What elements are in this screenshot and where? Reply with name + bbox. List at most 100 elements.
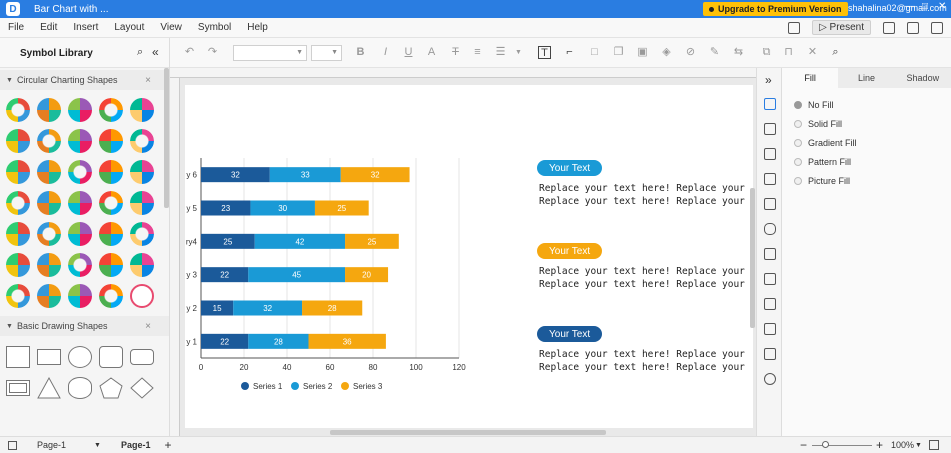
print-icon[interactable]: [907, 21, 919, 34]
menu-help[interactable]: Help: [247, 22, 268, 33]
circular-shape-thumbnail[interactable]: [6, 284, 30, 308]
text-heading-1[interactable]: Your Text: [537, 160, 603, 176]
fill-bucket-icon[interactable]: [764, 98, 776, 110]
circular-shape-thumbnail[interactable]: [37, 160, 61, 184]
circular-shape-thumbnail[interactable]: [68, 222, 92, 246]
shape-icon[interactable]: □: [591, 46, 598, 58]
circular-shape-thumbnail[interactable]: [6, 191, 30, 215]
horizontal-scrollbar[interactable]: [330, 430, 606, 435]
menu-file[interactable]: File: [8, 22, 25, 33]
text-body-2[interactable]: Replace your text here! Replace your tex…: [539, 265, 751, 291]
redo-icon[interactable]: ↷: [207, 46, 218, 58]
circular-shape-thumbnail[interactable]: [130, 160, 154, 184]
layer-icon[interactable]: ❐: [613, 46, 624, 58]
save-icon[interactable]: [883, 21, 895, 34]
circular-shape-thumbnail[interactable]: [6, 160, 30, 184]
text-body-1[interactable]: Replace your text here! Replace your tex…: [539, 182, 751, 208]
triangle-shape[interactable]: [37, 377, 61, 399]
picture-icon[interactable]: [764, 248, 776, 260]
page-view-icon[interactable]: [8, 440, 17, 450]
italic-icon[interactable]: I: [383, 46, 388, 58]
menu-edit[interactable]: Edit: [40, 22, 58, 33]
circular-shape-thumbnail[interactable]: [99, 129, 123, 153]
circular-shape-thumbnail[interactable]: [99, 284, 123, 308]
font-family-dropdown[interactable]: ▼: [233, 45, 307, 61]
circular-shape-thumbnail[interactable]: [37, 191, 61, 215]
circular-shape-thumbnail[interactable]: [130, 191, 154, 215]
pen-icon[interactable]: ✎: [709, 46, 720, 58]
undo-icon[interactable]: ↶: [184, 46, 195, 58]
tab-fill[interactable]: Fill: [782, 68, 839, 88]
tools-icon[interactable]: ✕: [807, 46, 818, 58]
line-color-icon[interactable]: ⊘: [685, 46, 696, 58]
library-scrollbar[interactable]: [164, 68, 169, 208]
font-size-dropdown[interactable]: ▼: [311, 45, 342, 61]
page-icon[interactable]: [764, 298, 776, 310]
circular-shape-thumbnail[interactable]: [37, 129, 61, 153]
presentation-icon[interactable]: [764, 198, 776, 210]
fill-option-solid-fill[interactable]: Solid Fill: [794, 119, 842, 129]
align-icon[interactable]: ≡: [474, 46, 481, 58]
bold-icon[interactable]: B: [356, 46, 365, 58]
circular-shape-thumbnail[interactable]: [99, 191, 123, 215]
screen-icon[interactable]: [788, 21, 801, 34]
circular-shape-thumbnail[interactable]: [130, 253, 154, 277]
lock-icon[interactable]: ⊓: [784, 46, 793, 58]
close-section-icon[interactable]: ×: [145, 74, 151, 86]
menu-layout[interactable]: Layout: [114, 22, 145, 33]
strikethrough-icon[interactable]: T: [452, 46, 459, 58]
circular-shape-thumbnail[interactable]: [130, 222, 154, 246]
circular-shape-thumbnail[interactable]: [37, 222, 61, 246]
zoom-slider[interactable]: [812, 445, 872, 446]
org-chart-icon[interactable]: [764, 273, 776, 285]
minimize-button[interactable]: —: [905, 1, 915, 12]
rectangle-shape[interactable]: [6, 346, 30, 368]
circular-shape-thumbnail[interactable]: [68, 160, 92, 184]
collapse-panel-icon[interactable]: «: [152, 45, 159, 59]
circle-shape[interactable]: [68, 346, 92, 368]
circular-shape-thumbnail[interactable]: [6, 222, 30, 246]
zoom-in-button[interactable]: +: [876, 438, 884, 452]
edit-shape-icon[interactable]: ⧉: [762, 46, 771, 58]
circular-shape-thumbnail[interactable]: [37, 284, 61, 308]
bar-chart[interactable]: 0 20 40 60 80 100 120 y 1 22 28 36 y 2 15 32 28 y 3 22 45…: [185, 150, 485, 395]
circular-shape-thumbnail[interactable]: [6, 253, 30, 277]
fullscreen-icon[interactable]: [929, 440, 939, 450]
page-dropdown[interactable]: Page-1: [37, 440, 67, 450]
chevron-down-icon[interactable]: ▼: [915, 441, 922, 449]
double-rectangle-shape[interactable]: [6, 380, 30, 396]
ellipse-shape[interactable]: [68, 377, 92, 399]
fit-icon[interactable]: [764, 348, 776, 360]
font-color-icon[interactable]: A: [427, 46, 436, 58]
circular-shape-thumbnail[interactable]: [68, 253, 92, 277]
search-icon[interactable]: ⌕: [832, 46, 839, 58]
vertical-scrollbar[interactable]: [750, 188, 755, 328]
circular-shape-thumbnail[interactable]: [37, 98, 61, 122]
search-icon[interactable]: ⌕: [137, 46, 144, 58]
rounded-rectangle-shape[interactable]: [99, 346, 123, 368]
underline-icon[interactable]: U: [404, 46, 413, 58]
tab-line[interactable]: Line: [857, 73, 875, 83]
account-email[interactable]: shahalina02@gmail.com: [848, 3, 947, 13]
group-icon[interactable]: ▣: [637, 46, 648, 58]
list-icon[interactable]: ☰: [495, 46, 506, 58]
fill-option-no-fill[interactable]: No Fill: [794, 100, 834, 110]
format-icon[interactable]: [764, 323, 776, 335]
pentagon-shape[interactable]: [99, 377, 123, 399]
circular-shape-thumbnail[interactable]: [99, 98, 123, 122]
circular-shape-thumbnail[interactable]: [68, 191, 92, 215]
chevron-down-icon[interactable]: ▼: [94, 441, 101, 449]
circular-shape-thumbnail[interactable]: [6, 98, 30, 122]
section-basic-drawing-shapes[interactable]: ▼ Basic Drawing Shapes ×: [0, 316, 169, 336]
rounded-wide-rectangle-shape[interactable]: [130, 349, 154, 365]
circular-shape-thumbnail[interactable]: [99, 222, 123, 246]
fill-option-picture-fill[interactable]: Picture Fill: [794, 176, 850, 186]
connector-icon[interactable]: ⌐: [566, 46, 573, 58]
text-heading-2[interactable]: Your Text: [537, 243, 603, 259]
menu-symbol[interactable]: Symbol: [197, 22, 232, 33]
circular-shape-thumbnail[interactable]: [68, 284, 92, 308]
present-button[interactable]: ▷ Present: [812, 20, 871, 35]
tab-shadow[interactable]: Shadow: [906, 73, 940, 83]
wide-rectangle-shape[interactable]: [37, 349, 61, 365]
database-icon[interactable]: [764, 223, 776, 235]
